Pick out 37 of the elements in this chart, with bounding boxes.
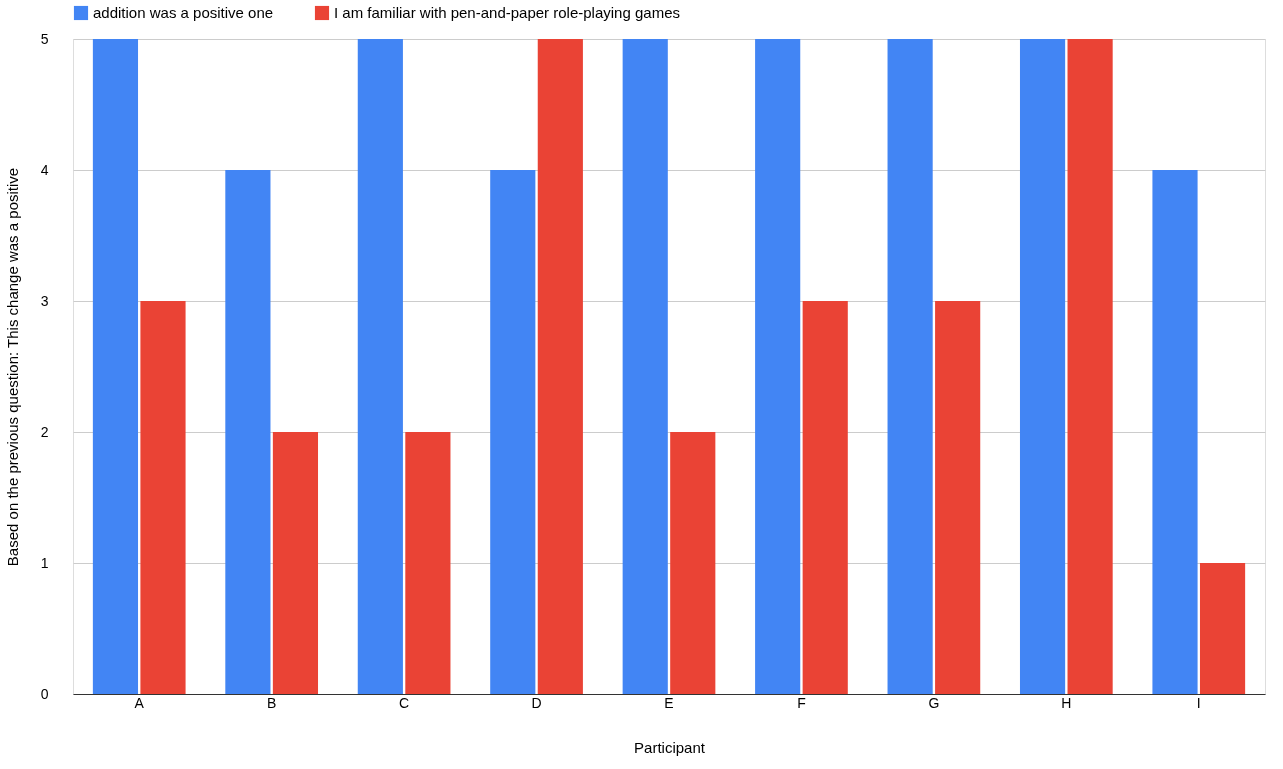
y-tick-label: 1 [40,554,49,571]
bar [490,170,536,694]
x-tick-label: F [797,694,806,711]
bar [622,39,668,694]
bar [405,432,451,694]
bar [802,301,848,694]
bar [1067,39,1113,694]
bar [670,432,716,694]
x-tick-label: G [928,694,940,711]
bar [1152,170,1198,694]
bar [887,39,933,694]
x-tick-label: H [1061,694,1072,711]
y-axis-title: Based on the previous question: This change was a positive [3,167,21,567]
x-tick-label: I [1196,694,1201,711]
bar [1199,563,1246,694]
x-tick-label: D [531,694,542,711]
legend-label: I am familiar with pen-and-paper role-playing games [334,4,680,21]
x-tick-label: E [664,694,674,711]
y-tick-label: 5 [40,30,49,47]
x-tick-label: B [266,694,277,711]
bar [755,39,801,694]
bar [537,39,583,694]
bar [1019,39,1066,694]
y-tick-label: 3 [40,292,49,309]
x-axis-title: Participant [634,738,706,756]
x-tick-label: A [134,694,145,711]
bar [272,432,319,694]
bar [357,39,403,694]
y-tick-label: 4 [40,161,49,178]
bar [140,301,186,694]
x-tick-label: C [399,694,410,711]
y-tick-label: 2 [40,423,49,440]
bar [225,170,271,694]
bar [935,301,981,694]
legend-label: addition was a positive one [93,4,274,21]
y-tick-label: 0 [40,685,49,702]
bar [92,39,139,694]
